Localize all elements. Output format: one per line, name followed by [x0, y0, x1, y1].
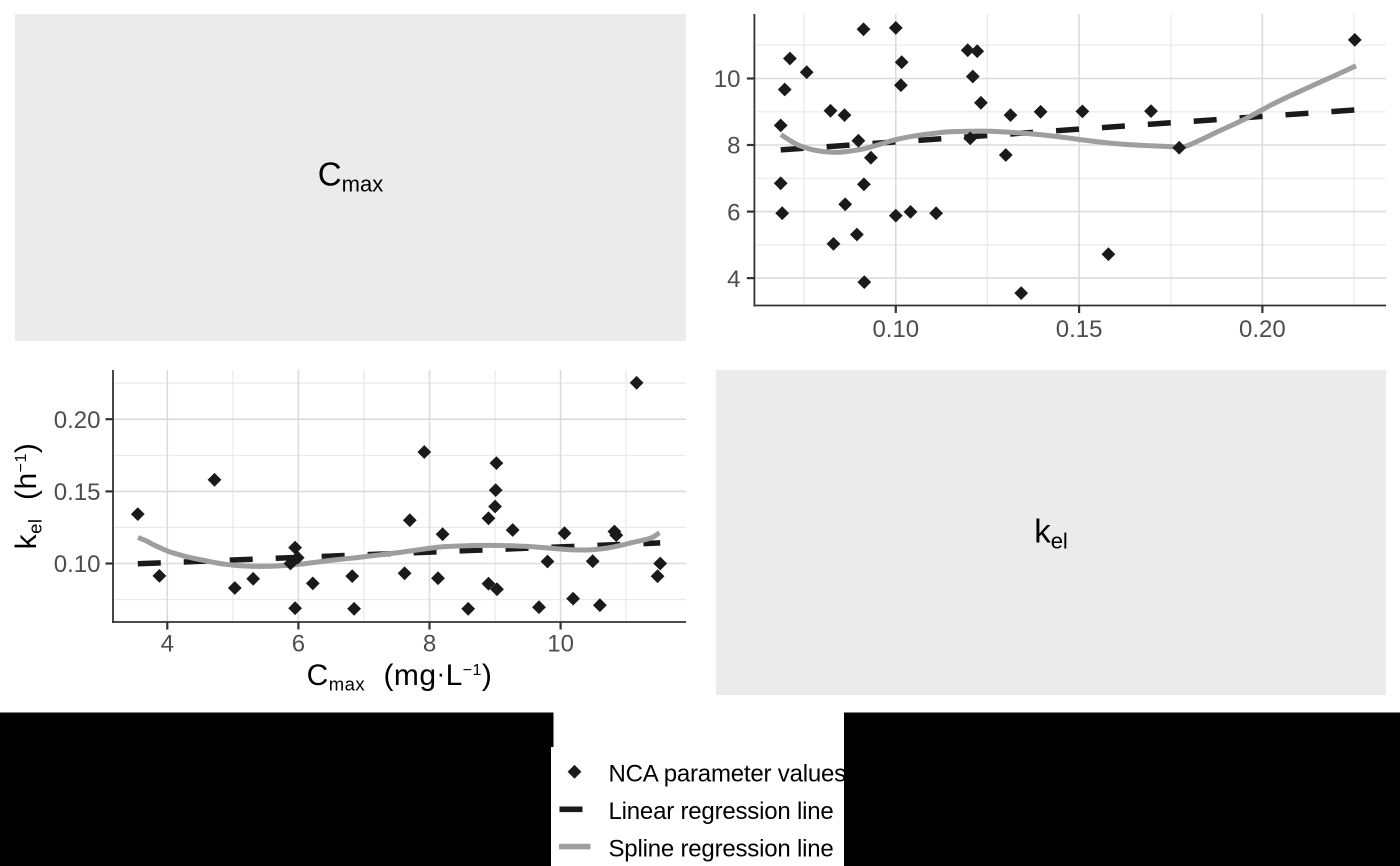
svg-text:Linear regression line: Linear regression line: [609, 798, 834, 825]
svg-text:Spline regression line: Spline regression line: [609, 835, 834, 862]
svg-text:10: 10: [547, 630, 574, 657]
svg-text:NCA parameter values: NCA parameter values: [609, 760, 847, 787]
svg-text:0.20: 0.20: [54, 407, 101, 434]
svg-text:0.15: 0.15: [54, 479, 101, 506]
svg-text:Cmax (mg·L−1): Cmax (mg·L−1): [307, 658, 493, 695]
svg-text:4: 4: [727, 266, 740, 293]
svg-text:6: 6: [727, 199, 740, 226]
svg-text:8: 8: [423, 630, 436, 657]
svg-text:4: 4: [161, 630, 174, 657]
svg-text:6: 6: [292, 630, 305, 657]
svg-text:0.15: 0.15: [1056, 316, 1103, 343]
svg-text:10: 10: [714, 66, 741, 93]
svg-text:0.10: 0.10: [872, 316, 919, 343]
svg-text:8: 8: [727, 133, 740, 160]
svg-text:0.20: 0.20: [1239, 316, 1286, 343]
svg-text:0.10: 0.10: [54, 551, 101, 578]
